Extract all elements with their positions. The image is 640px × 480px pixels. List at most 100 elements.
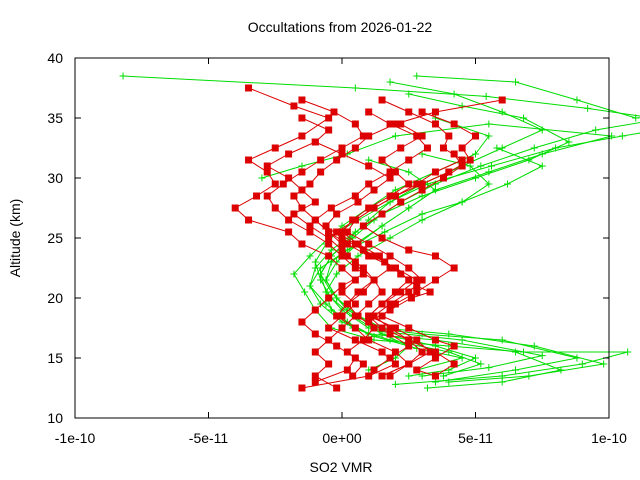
plot-area bbox=[119, 72, 640, 392]
data-point-square bbox=[351, 276, 359, 284]
data-point-square bbox=[458, 144, 466, 152]
data-point-plus bbox=[327, 258, 335, 266]
data-point-square bbox=[343, 366, 351, 374]
data-point-square bbox=[450, 264, 458, 272]
data-point-square bbox=[338, 228, 346, 236]
data-point-square bbox=[391, 120, 399, 128]
data-point-square bbox=[325, 324, 333, 332]
data-point-plus bbox=[512, 348, 520, 356]
data-point-plus bbox=[405, 372, 413, 380]
data-point-square bbox=[298, 132, 306, 140]
data-point-square bbox=[359, 360, 367, 368]
data-point-square bbox=[431, 168, 439, 176]
data-point-plus bbox=[557, 366, 565, 374]
data-point-square bbox=[343, 240, 351, 248]
data-point-square bbox=[405, 288, 413, 296]
data-point-square bbox=[365, 318, 373, 326]
data-point-square bbox=[445, 132, 453, 140]
data-point-square bbox=[311, 372, 319, 380]
data-point-square bbox=[330, 108, 338, 116]
data-point-square bbox=[498, 96, 506, 104]
data-point-plus bbox=[472, 150, 479, 158]
data-point-square bbox=[413, 336, 421, 344]
data-point-square bbox=[445, 168, 453, 176]
data-point-square bbox=[298, 168, 306, 176]
data-point-square bbox=[386, 354, 394, 362]
data-point-square bbox=[311, 138, 319, 146]
data-point-square bbox=[354, 312, 362, 320]
data-point-square bbox=[351, 144, 359, 152]
data-point-square bbox=[405, 180, 413, 188]
data-point-square bbox=[365, 372, 373, 380]
data-point-square bbox=[359, 222, 367, 230]
data-point-plus bbox=[391, 132, 399, 140]
data-point-square bbox=[338, 282, 346, 290]
data-point-square bbox=[397, 144, 405, 152]
data-point-square bbox=[378, 312, 386, 320]
data-point-square bbox=[370, 324, 378, 332]
data-point-plus bbox=[477, 360, 485, 368]
data-point-square bbox=[405, 342, 413, 350]
data-point-square bbox=[306, 180, 314, 188]
data-point-plus bbox=[418, 216, 426, 224]
data-point-plus bbox=[458, 336, 466, 344]
data-point-square bbox=[333, 228, 341, 236]
data-point-square bbox=[472, 132, 479, 140]
data-point-plus bbox=[439, 372, 447, 380]
data-point-square bbox=[431, 354, 439, 362]
data-point-square bbox=[325, 228, 333, 236]
data-point-square bbox=[418, 276, 426, 284]
y-tick-label: 25 bbox=[47, 230, 63, 246]
data-point-square bbox=[325, 252, 333, 260]
data-point-square bbox=[405, 324, 413, 332]
data-point-plus bbox=[624, 348, 632, 356]
data-point-square bbox=[397, 120, 405, 128]
data-point-square bbox=[338, 264, 346, 272]
data-point-square bbox=[370, 276, 378, 284]
data-point-plus bbox=[381, 228, 389, 236]
data-point-square bbox=[325, 234, 333, 242]
data-point-plus bbox=[458, 198, 466, 206]
data-point-square bbox=[359, 270, 367, 278]
data-point-plus bbox=[485, 364, 493, 372]
data-point-plus bbox=[450, 90, 458, 98]
data-point-square bbox=[375, 252, 383, 260]
data-point-plus bbox=[488, 162, 496, 170]
data-point-square bbox=[285, 228, 293, 236]
data-point-plus bbox=[378, 222, 386, 230]
data-point-square bbox=[271, 180, 279, 188]
data-point-square bbox=[397, 288, 405, 296]
data-point-square bbox=[343, 300, 351, 308]
data-point-plus bbox=[530, 144, 538, 152]
data-point-square bbox=[245, 216, 253, 224]
data-point-square bbox=[333, 342, 341, 350]
data-point-square bbox=[359, 246, 367, 254]
data-point-plus bbox=[306, 252, 314, 260]
data-point-plus bbox=[431, 186, 439, 194]
data-point-square bbox=[317, 156, 325, 164]
data-point-square bbox=[317, 168, 325, 176]
data-point-square bbox=[365, 132, 373, 140]
data-point-plus bbox=[405, 168, 413, 176]
data-point-square bbox=[343, 348, 351, 356]
data-point-plus bbox=[618, 132, 626, 140]
data-point-square bbox=[298, 96, 306, 104]
data-point-square bbox=[431, 348, 439, 356]
data-point-plus bbox=[306, 282, 314, 290]
data-point-square bbox=[378, 348, 386, 356]
data-point-plus bbox=[298, 162, 306, 170]
data-point-square bbox=[354, 198, 362, 206]
data-point-plus bbox=[512, 366, 520, 374]
data-point-plus bbox=[386, 234, 394, 242]
data-point-square bbox=[338, 252, 346, 260]
data-point-plus bbox=[498, 108, 506, 116]
data-point-square bbox=[338, 144, 346, 152]
data-point-square bbox=[418, 186, 426, 194]
data-point-square bbox=[431, 372, 439, 380]
data-point-plus bbox=[530, 342, 538, 350]
data-point-square bbox=[431, 120, 439, 128]
data-point-square bbox=[391, 264, 399, 272]
data-point-square bbox=[333, 210, 341, 218]
data-point-square bbox=[381, 258, 389, 266]
